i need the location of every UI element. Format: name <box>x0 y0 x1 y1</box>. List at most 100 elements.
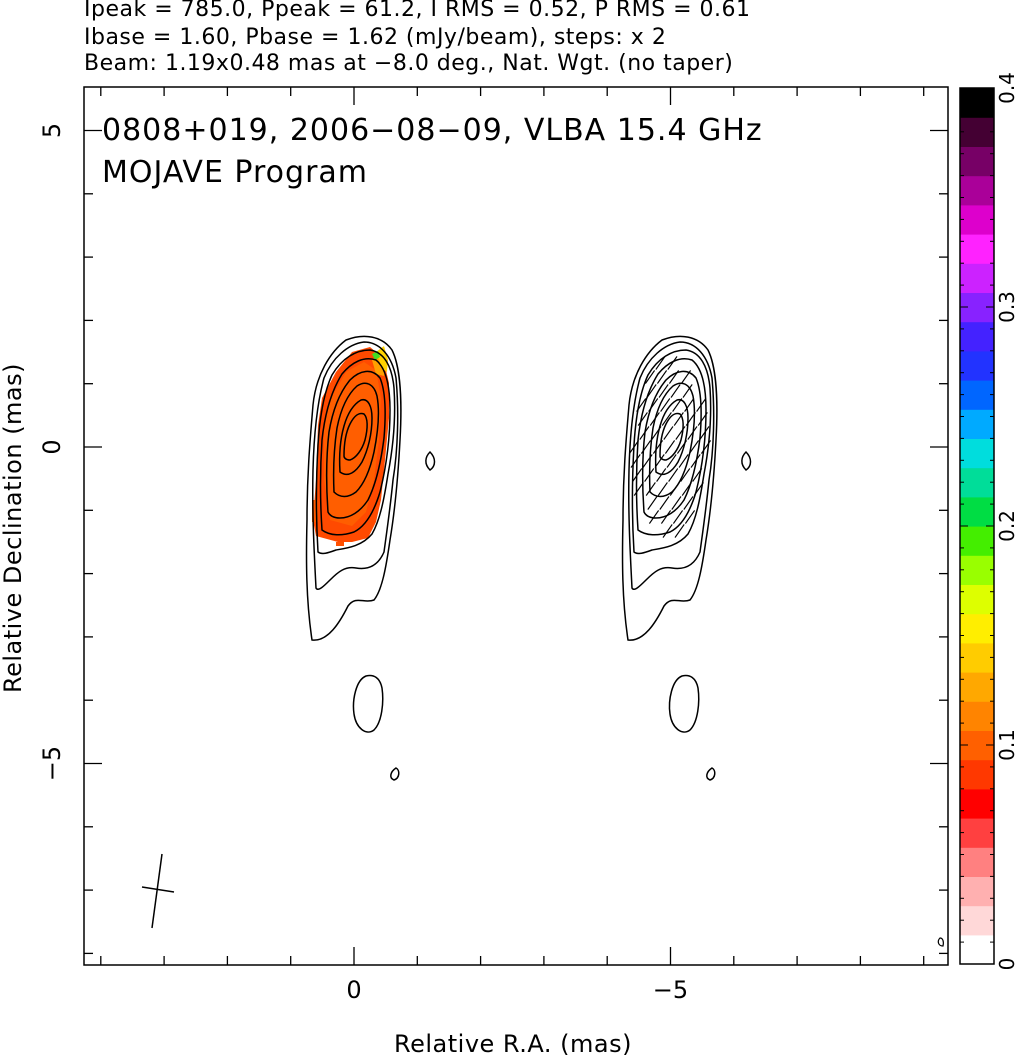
colorbar-tick-label: 0.2 <box>995 510 1019 542</box>
evpa-vector <box>639 426 650 440</box>
colorbar-ticks <box>960 87 994 965</box>
colorbar-swatch <box>960 467 994 498</box>
colorbar-tick-labels: 0 0.1 0.2 0.3 0.4 <box>995 72 1019 970</box>
evpa-vector <box>671 496 682 510</box>
axis-tick-labels: 0 −5 5 0 −5 <box>38 123 688 1004</box>
evpa-vector <box>675 426 686 440</box>
evpa-vector <box>682 384 693 398</box>
colorbar-tick-label: 0 <box>995 958 1019 971</box>
colorbar-swatch <box>960 146 994 177</box>
evpa-vector <box>628 440 640 454</box>
colorbar-swatch <box>960 175 994 206</box>
colorbar-swatch <box>960 847 994 877</box>
plot-title: 0808+019, 2006−08−09, VLBA 15.4 GHz <box>102 113 763 148</box>
colorbar-swatch <box>960 526 994 556</box>
evpa-vector <box>654 454 665 468</box>
colorbar-swatch <box>960 380 994 410</box>
left-panel <box>305 335 436 781</box>
evpa-vector <box>656 468 667 482</box>
evpa-vector <box>692 468 703 482</box>
evpa-vector <box>674 524 685 538</box>
y-axis-label: Relative Declination (mas) <box>0 362 27 694</box>
evpa-vector <box>669 482 680 496</box>
x-axis-label: Relative R.A. (mas) <box>394 1030 632 1058</box>
intensity-contours-right <box>621 335 752 781</box>
evpa-vector <box>660 510 672 524</box>
plot-subtitle: MOJAVE Program <box>102 155 369 190</box>
evpa-vector <box>668 468 679 482</box>
evpa-vectors <box>628 356 712 538</box>
evpa-vector <box>687 426 698 440</box>
evpa-vector <box>661 412 672 426</box>
header-line-1: Ipeak = 785.0, Ppeak = 61.2, I RMS = 0.5… <box>84 0 751 22</box>
colorbar-swatch <box>960 818 994 848</box>
evpa-vector <box>640 440 652 454</box>
evpa-vector <box>690 454 701 468</box>
x-tick-label: −5 <box>653 976 688 1004</box>
evpa-vector <box>678 454 689 468</box>
evpa-vector <box>673 412 684 426</box>
colorbar-swatch <box>960 117 994 147</box>
colorbar-tick-label: 0.1 <box>995 729 1019 761</box>
evpa-vector <box>688 440 700 454</box>
evpa-vector <box>648 510 660 524</box>
x-tick-label: 0 <box>346 976 361 1004</box>
evpa-vector <box>664 440 676 454</box>
colorbar-swatch <box>960 701 994 731</box>
evpa-vector <box>630 454 641 468</box>
evpa-vector <box>697 412 708 426</box>
colorbar-swatch <box>960 438 994 469</box>
colorbar-swatch <box>960 555 994 585</box>
y-tick-label: 5 <box>38 123 66 138</box>
evpa-vector <box>676 440 688 454</box>
evpa-vector <box>647 496 658 510</box>
evpa-vector <box>644 468 655 482</box>
colorbar-swatch <box>960 409 994 439</box>
colorbar-swatch <box>960 759 994 790</box>
evpa-vector <box>637 412 648 426</box>
colorbar-swatch <box>960 263 994 293</box>
header-line-2: Ibase = 1.60, Pbase = 1.62 (mJy/beam), s… <box>84 25 667 50</box>
colorbar-swatch <box>960 905 994 936</box>
evpa-vector <box>633 482 644 496</box>
evpa-vector <box>668 370 680 384</box>
evpa-vector <box>685 412 696 426</box>
y-tick-label: 0 <box>38 439 66 454</box>
colorbar-swatch <box>960 788 994 819</box>
colorbar-swatch <box>960 613 994 644</box>
right-panel <box>621 335 752 781</box>
evpa-vector <box>662 524 673 538</box>
restoring-beam <box>141 853 175 929</box>
evpa-vector <box>658 384 669 398</box>
evpa-vector <box>666 454 677 468</box>
evpa-vector <box>659 496 670 510</box>
colorbar-swatch <box>960 204 994 235</box>
evpa-vector <box>652 440 664 454</box>
evpa-vector <box>644 370 656 384</box>
evpa-vector <box>646 384 657 398</box>
evpa-vector <box>667 356 678 370</box>
evpa-vector <box>670 384 681 398</box>
evpa-vector <box>696 398 707 412</box>
colorbar-swatch <box>960 672 994 702</box>
evpa-vector <box>684 510 696 524</box>
colorbar-tick-label: 0.3 <box>995 291 1019 323</box>
colorbar-swatch <box>960 88 994 118</box>
evpa-vector <box>672 398 683 412</box>
plot-frame <box>83 86 949 966</box>
noise-contour <box>937 937 944 947</box>
evpa-vector <box>672 510 684 524</box>
colorbar-swatch <box>960 934 994 965</box>
evpa-vector <box>645 482 656 496</box>
header-line-3: Beam: 1.19x0.48 mas at −8.0 deg., Nat. W… <box>84 51 734 76</box>
evpa-vector <box>680 468 691 482</box>
evpa-vector <box>684 398 695 412</box>
axis-ticks <box>84 87 948 965</box>
colorbar <box>960 88 994 965</box>
evpa-vector <box>642 454 653 468</box>
evpa-vector <box>656 370 668 384</box>
evpa-vector <box>651 426 662 440</box>
evpa-vector <box>632 468 643 482</box>
intensity-contours <box>305 335 436 781</box>
